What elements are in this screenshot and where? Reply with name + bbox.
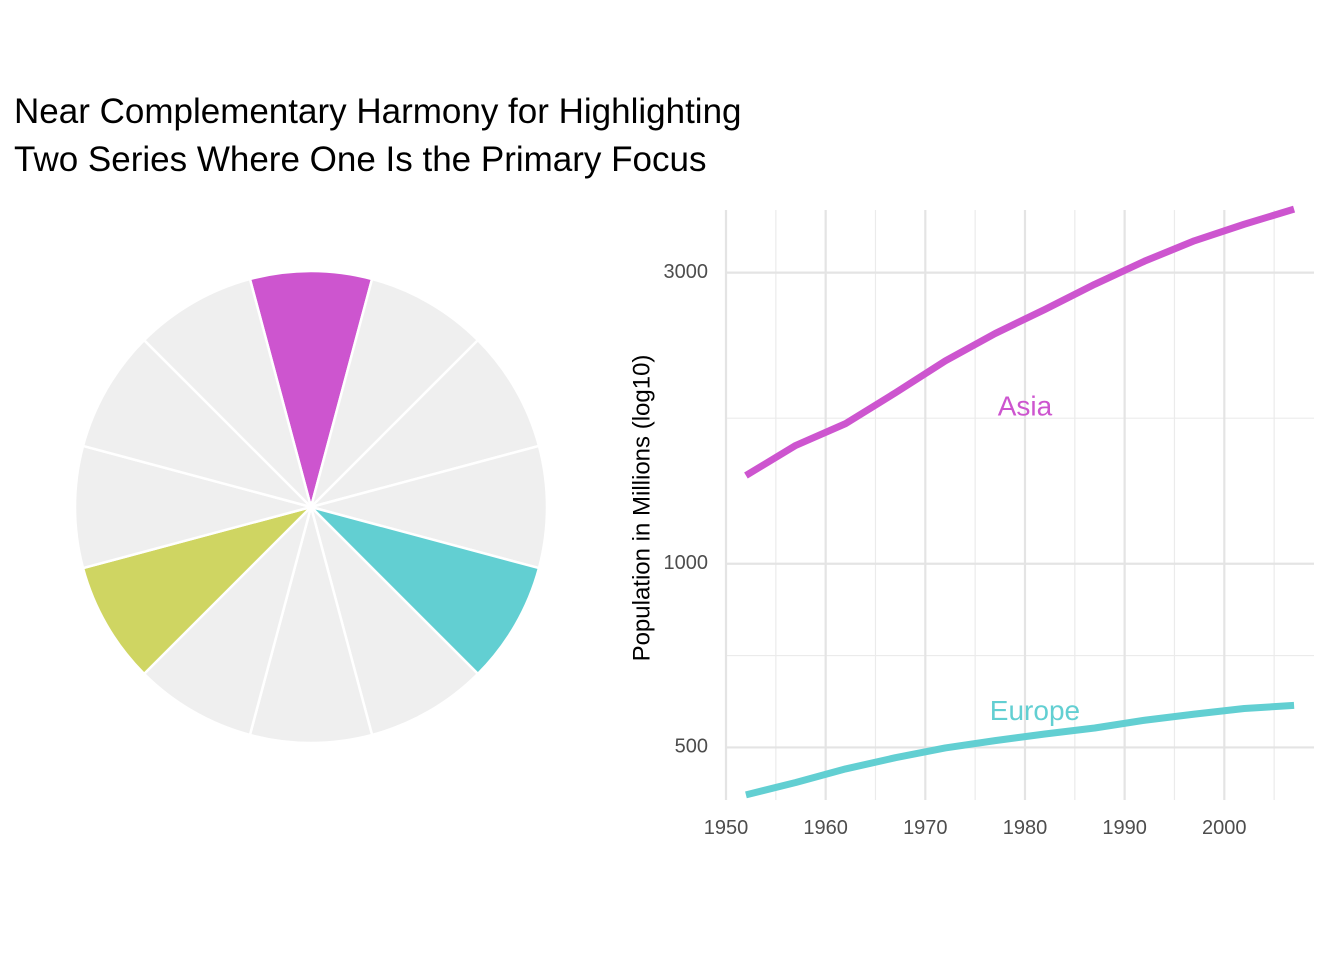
line-chart-panel: 1950 1960 1970 1980 1990 2000 500 1000 3000 Popu… (628, 205, 1314, 839)
x-tick-label: 1960 (803, 817, 848, 839)
chart-title: Near Complementary Harmony for Highlight… (14, 88, 742, 184)
series-line-europe (745, 701, 1295, 799)
color-wheel (73, 269, 549, 745)
axis-ticks: 1950 1960 1970 1980 1990 2000 500 1000 3000 (664, 261, 1247, 839)
grid-lines (724, 210, 1314, 800)
pie-slice (306, 338, 541, 510)
y-tick-label: 3000 (664, 261, 709, 283)
series-lines (744, 205, 1296, 799)
y-axis-title: Population in Millions (log10) (628, 355, 655, 662)
title-line-2: Two Series Where One Is the Primary Focu… (14, 140, 707, 179)
series-line-asia (744, 205, 1296, 479)
pie-slice (306, 444, 549, 570)
y-tick-label: 500 (675, 736, 708, 758)
pie-slice (308, 502, 480, 737)
series-label-asia: Asia (998, 390, 1053, 421)
pie-slice-highlight (306, 504, 541, 676)
pie-slice (248, 502, 374, 745)
pie-slice (73, 444, 316, 570)
y-tick-label: 1000 (664, 552, 709, 574)
series-labels: Asia Europe (990, 390, 1080, 726)
pie-slice-highlight (81, 504, 316, 676)
x-tick-label: 1980 (1003, 817, 1048, 839)
x-tick-label: 1970 (903, 817, 948, 839)
pie-slice (142, 502, 314, 737)
pie-slice (308, 277, 480, 512)
title-line-1: Near Complementary Harmony for Highlight… (14, 92, 742, 131)
pie-slice (81, 338, 316, 510)
pie-slice-highlight (248, 269, 374, 512)
x-tick-label: 1950 (704, 817, 749, 839)
x-tick-label: 2000 (1202, 817, 1247, 839)
pie-slice (142, 277, 314, 512)
series-label-europe: Europe (990, 695, 1080, 726)
x-tick-label: 1990 (1102, 817, 1147, 839)
